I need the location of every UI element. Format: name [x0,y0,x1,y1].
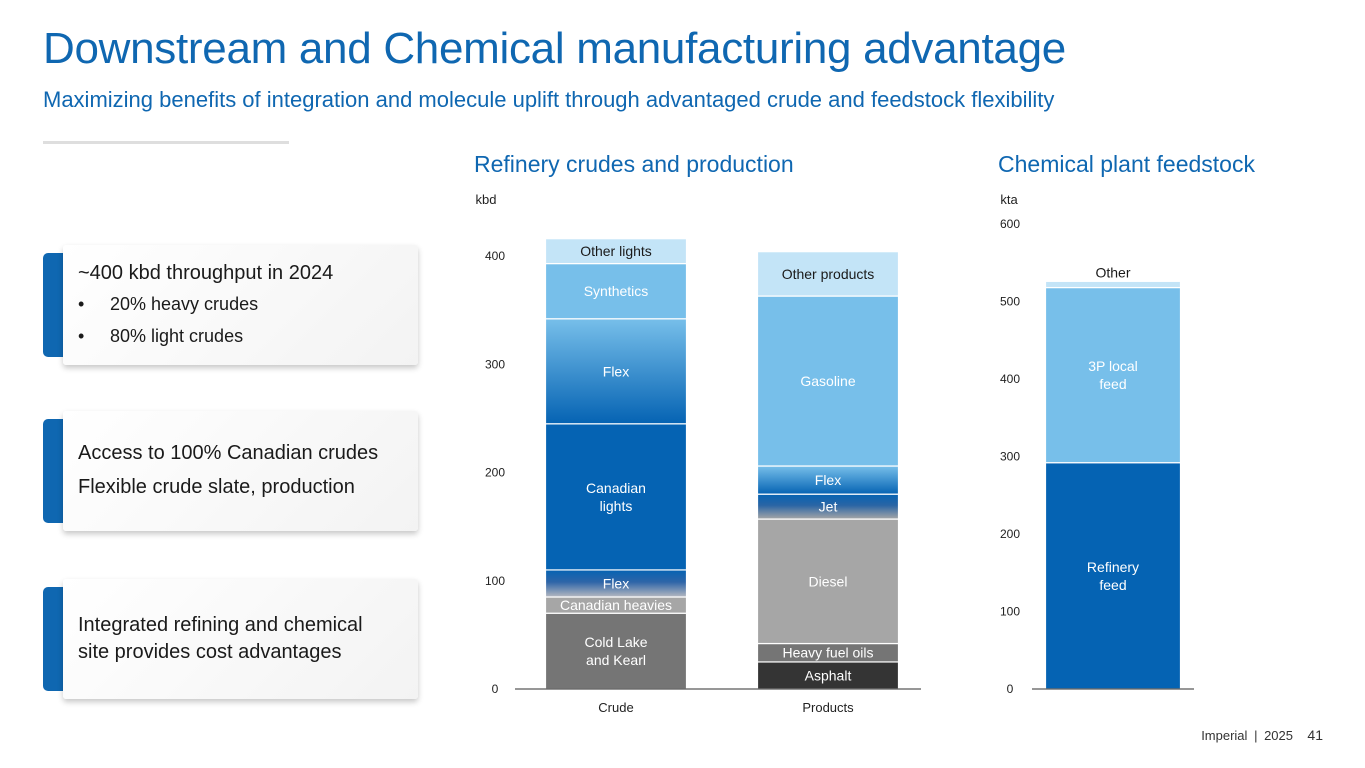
bar-segment [756,518,900,645]
bar-segment-label: Synthetics [584,283,649,299]
card-line-2: Flexible crude slate, production [78,476,355,498]
card-bullet: • 20% heavy crudes [78,294,410,315]
bar-segment [756,251,900,297]
card-line-1: Integrated refining and chemical [78,614,363,636]
y-tick-label: 300 [485,357,505,371]
bar-segment [756,295,900,467]
footer: Imperial | 2025 [1201,728,1293,743]
bar-segment [544,423,688,571]
chemical-chart-title: Chemical plant feedstock [998,151,1255,177]
footer-company: Imperial [1201,728,1248,743]
bar-segment [544,262,688,320]
card-integration: Integrated refining and chemical site pr… [43,579,418,699]
bar-segment-label: Gasoline [800,373,855,389]
bar-segment-label: Flex [603,575,629,591]
page-subtitle: Maximizing benefits of integration and m… [43,87,1055,112]
y-tick-label: 0 [492,682,499,696]
bullet-text: 20% heavy crudes [110,294,259,314]
bar-segment [756,661,900,690]
y-tick-label: 100 [1000,605,1020,619]
bar-segment [544,318,688,425]
y-tick-label: 400 [1000,372,1020,386]
bar-segment-label: Canadian heavies [560,597,672,613]
bar-segment [756,465,900,495]
refinery-chart-title: Refinery crudes and production [474,151,794,177]
title-divider [43,141,289,144]
footer-separator: | [1254,728,1258,743]
y-tick-label: 600 [1000,217,1020,231]
bar-segment [756,493,900,520]
bullet-icon: • [78,326,85,346]
y-tick-label: 200 [1000,527,1020,541]
bar-segment [1044,286,1182,464]
bar-segment-label: Heavy fuel oils [782,645,873,661]
bullet-text: 80% light crudes [110,326,244,346]
card-box [63,245,418,365]
bar-segment-label: Refinery feed [1087,559,1139,593]
y-tick-label: 200 [485,466,505,480]
bar-segment-label: Other [1095,264,1130,280]
bar-segment-label: Cold Lake and Kearl [584,634,647,668]
page-number: 41 [1307,727,1323,743]
bar-segment-label: 3P local feed [1088,358,1138,392]
y-tick-label: 500 [1000,295,1020,309]
bar-segment-label: Other products [782,266,875,282]
bar-segment-label: Other lights [580,243,652,259]
y-axis-unit-label: kta [1000,192,1018,207]
bar-segment [1044,462,1182,690]
bar-segment-label: Diesel [809,573,848,589]
card-box [63,579,418,699]
x-category-label: Crude [598,700,633,715]
y-axis-unit-label: kbd [476,192,497,207]
bar-segment-label: Flex [603,363,629,379]
bar-segment-label: Canadian lights [586,480,646,514]
bar-segment [544,612,688,690]
bar-segment [544,569,688,598]
y-tick-label: 100 [485,574,505,588]
card-line-1: Access to 100% Canadian crudes [78,442,379,464]
bar-segment-label: Flex [815,472,841,488]
y-tick-label: 300 [1000,450,1020,464]
card-bullet: • 80% light crudes [78,326,410,347]
card-throughput: ~400 kbd throughput in 2024 • 20% heavy … [43,245,418,365]
bar-segment [544,238,688,265]
bar-segment [1044,280,1182,289]
bar-segment-label: Jet [819,499,838,515]
y-tick-label: 0 [1007,682,1014,696]
card-heading: ~400 kbd throughput in 2024 [78,262,334,284]
x-category-label: Products [802,700,854,715]
card-box [63,411,418,531]
bullet-icon: • [78,294,85,314]
card-canadian-crudes: Access to 100% Canadian crudes Flexible … [43,411,418,531]
page-title: Downstream and Chemical manufacturing ad… [43,24,1066,73]
card-line-2: site provides cost advantages [78,641,342,663]
y-tick-label: 400 [485,249,505,263]
footer-year: 2025 [1264,728,1293,743]
bar-segment-label: Asphalt [805,667,852,683]
